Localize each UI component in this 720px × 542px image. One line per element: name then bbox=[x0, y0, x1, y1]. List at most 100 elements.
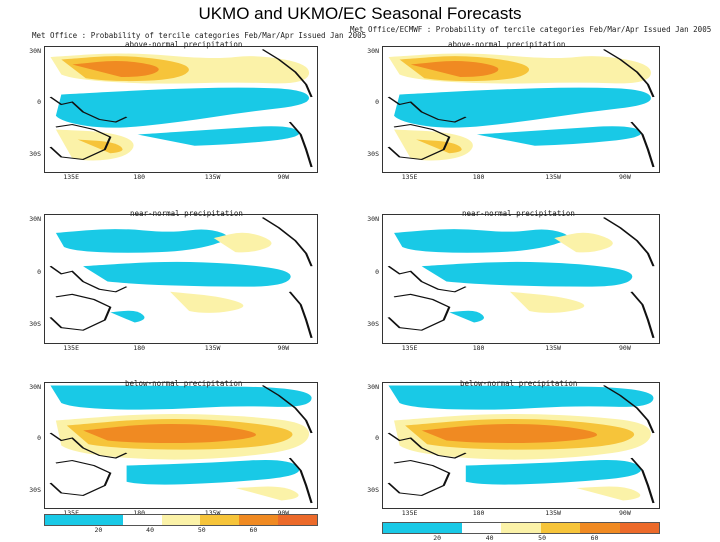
coastline bbox=[602, 217, 655, 267]
color-legend bbox=[44, 514, 318, 526]
legend-swatch bbox=[200, 515, 240, 525]
category-label: near-normal precipitation bbox=[130, 209, 243, 218]
latitude-label: 0 bbox=[375, 267, 379, 276]
legend-swatch bbox=[461, 523, 502, 533]
legend-swatch bbox=[619, 523, 659, 533]
probability-region bbox=[72, 61, 159, 77]
latitude-label: 30N bbox=[29, 47, 41, 55]
longitude-label: 180 bbox=[472, 173, 485, 181]
legend-tick-label: 40 bbox=[146, 526, 154, 534]
longitude-label: 180 bbox=[472, 344, 485, 352]
coastline bbox=[261, 217, 313, 267]
longitude-label: 135W bbox=[545, 344, 561, 352]
longitude-label: 90W bbox=[619, 173, 631, 181]
probability-region bbox=[170, 291, 244, 313]
probability-region bbox=[77, 139, 123, 154]
legend-tick-label: 20 bbox=[94, 526, 103, 534]
legend-swatch bbox=[45, 515, 84, 525]
longitude-label: 180 bbox=[133, 344, 146, 352]
legend-tick-label: 40 bbox=[485, 534, 494, 542]
latitude-label: 30S bbox=[367, 485, 379, 494]
coastline bbox=[630, 291, 655, 338]
legend-swatch bbox=[383, 523, 423, 533]
probability-region bbox=[235, 486, 299, 501]
longitude-label: 135E bbox=[63, 173, 80, 181]
category-label: near-normal precipitation bbox=[462, 209, 575, 218]
forecast-map-2-left bbox=[44, 214, 318, 344]
probability-region bbox=[110, 310, 145, 323]
longitude-label: 135W bbox=[204, 344, 221, 352]
latitude-label: 0 bbox=[37, 434, 41, 443]
slide-title: UKMO and UKMO/EC Seasonal Forecasts bbox=[198, 4, 522, 23]
forecast-map-3-left bbox=[44, 382, 318, 509]
probability-region bbox=[55, 229, 228, 253]
legend-swatch bbox=[161, 515, 201, 525]
coastline bbox=[387, 459, 451, 497]
longitude-label: 135E bbox=[63, 509, 80, 517]
coastline bbox=[49, 459, 112, 497]
longitude-label: 90W bbox=[619, 344, 631, 352]
probability-region bbox=[449, 310, 484, 323]
coastline bbox=[602, 385, 655, 434]
longitude-label: 135E bbox=[401, 173, 418, 181]
longitude-label: 135E bbox=[63, 344, 80, 352]
category-label: below-normal precipitation bbox=[460, 379, 578, 388]
forecast-map-1-right bbox=[382, 46, 660, 173]
probability-region bbox=[421, 261, 633, 287]
coastline bbox=[387, 432, 467, 459]
longitude-label: 135W bbox=[545, 509, 561, 517]
longitude-label: 135E bbox=[401, 509, 418, 517]
coastline bbox=[387, 265, 467, 293]
category-label: below-normal precipitation bbox=[125, 379, 243, 388]
latitude-label: 30N bbox=[367, 47, 379, 55]
coastline bbox=[49, 432, 128, 459]
longitude-label: 90W bbox=[277, 509, 290, 517]
forecast-map-3-right bbox=[382, 382, 660, 509]
latitude-label: 30N bbox=[29, 383, 41, 391]
probability-region bbox=[213, 232, 272, 253]
probability-region bbox=[55, 87, 310, 128]
probability-region bbox=[465, 459, 642, 485]
probability-region bbox=[576, 486, 641, 501]
longitude-label: 90W bbox=[277, 173, 290, 181]
probability-region bbox=[554, 232, 613, 253]
probability-region bbox=[83, 261, 291, 287]
longitude-label: 180 bbox=[133, 509, 146, 517]
legend-tick-label: 60 bbox=[249, 526, 258, 534]
forecast-map-1-left bbox=[44, 46, 318, 173]
latitude-label: 0 bbox=[37, 267, 41, 276]
longitude-label: 135W bbox=[204, 509, 221, 517]
legend-swatch bbox=[239, 515, 279, 525]
legend-swatch bbox=[501, 523, 541, 533]
probability-region bbox=[394, 87, 651, 128]
latitude-label: 0 bbox=[375, 98, 379, 107]
legend-swatch bbox=[278, 515, 318, 525]
coastline bbox=[288, 457, 313, 504]
coastline bbox=[49, 123, 112, 161]
coastline bbox=[387, 96, 467, 123]
legend-swatch bbox=[422, 523, 462, 533]
legend-swatch bbox=[540, 523, 581, 533]
probability-region bbox=[126, 459, 300, 485]
coastline bbox=[602, 49, 655, 98]
legend-swatch bbox=[83, 515, 123, 525]
probability-region bbox=[416, 139, 462, 154]
legend-tick-label: 50 bbox=[197, 526, 206, 534]
longitude-label: 135W bbox=[204, 173, 221, 181]
latitude-label: 30S bbox=[367, 149, 379, 158]
coastline bbox=[387, 123, 451, 161]
column-header-right: Met Office/ECMWF : Probability of tercil… bbox=[350, 25, 712, 34]
longitude-label: 135W bbox=[545, 173, 561, 181]
legend-tick-label: 20 bbox=[433, 534, 442, 542]
probability-region bbox=[50, 385, 312, 410]
column-header-left: Met Office : Probability of tercile cate… bbox=[32, 31, 367, 40]
probability-region bbox=[476, 126, 642, 146]
probability-region bbox=[137, 126, 300, 146]
coastline bbox=[261, 49, 313, 98]
coastline bbox=[387, 293, 451, 331]
coastline bbox=[288, 121, 313, 168]
probability-region bbox=[83, 423, 256, 443]
longitude-label: 180 bbox=[133, 173, 146, 181]
forecast-map-2-right bbox=[382, 214, 660, 344]
legend-swatch bbox=[122, 515, 162, 525]
